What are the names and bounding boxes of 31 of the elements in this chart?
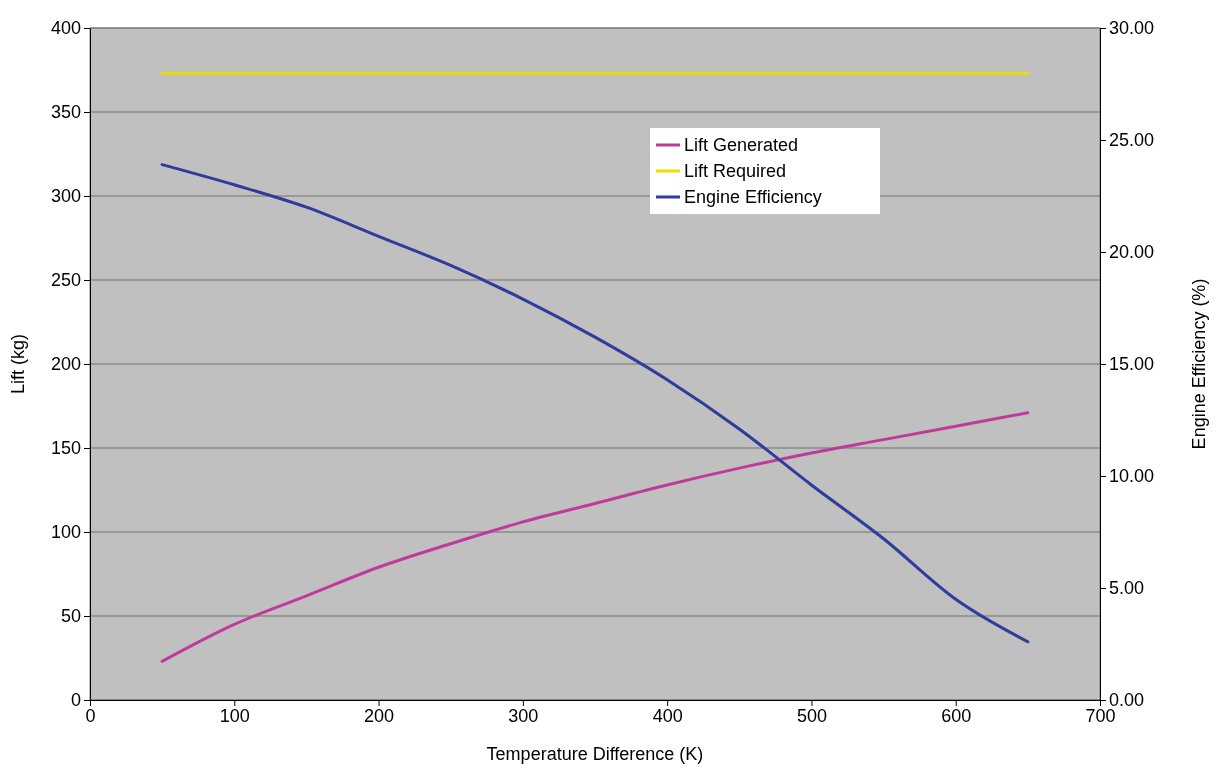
y2-tick-label: 15.00 [1109, 354, 1155, 375]
x-tick-label: 600 [941, 705, 972, 726]
y2-tick-label: 10.00 [1109, 466, 1155, 487]
y-tick-label: 0 [70, 690, 81, 711]
line-series [160, 163, 1030, 644]
y2-tick-label: 20.00 [1109, 242, 1155, 263]
y-tick-label: 150 [50, 438, 81, 459]
x-tick-label: 700 [1085, 705, 1116, 726]
line-series [160, 411, 1030, 663]
x-tick-label: 0 [85, 705, 96, 726]
x-axis-title: Temperature Difference (K) [486, 744, 704, 764]
y-tick-label: 200 [50, 354, 81, 375]
x-tick-label: 200 [364, 705, 395, 726]
x-tick-label: 100 [219, 705, 250, 726]
y-tick-label: 300 [50, 186, 81, 207]
y2-tick-label: 30.00 [1109, 18, 1155, 39]
y-tick-label: 50 [60, 606, 81, 627]
x-tick-label: 400 [652, 705, 683, 726]
legend-label: Lift Required [684, 161, 787, 181]
y-tick-label: 350 [50, 102, 81, 123]
y2-tick-label: 25.00 [1109, 130, 1155, 151]
x-tick-label: 300 [508, 705, 539, 726]
y2-axis-title: Engine Efficiency (%) [1189, 278, 1209, 450]
legend-label: Engine Efficiency [684, 187, 822, 207]
legend-label: Lift Generated [684, 135, 799, 155]
y-tick-label: 250 [50, 270, 81, 291]
y-axis-title: Lift (kg) [8, 333, 28, 395]
x-tick-label: 500 [796, 705, 827, 726]
y-tick-label: 400 [50, 18, 81, 39]
y-tick-label: 100 [50, 522, 81, 543]
y2-tick-label: 5.00 [1109, 578, 1145, 599]
